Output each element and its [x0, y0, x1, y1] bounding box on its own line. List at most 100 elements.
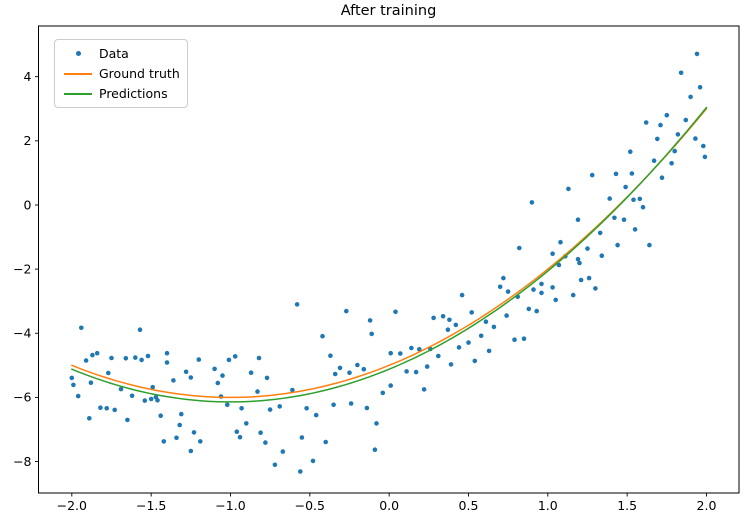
data-point: [145, 353, 151, 359]
marker-dot-icon: [63, 46, 93, 61]
data-point: [372, 447, 378, 453]
data-point: [697, 85, 703, 90]
data-point: [106, 370, 111, 376]
data-point: [87, 416, 92, 421]
data-point: [90, 352, 95, 358]
data-point: [225, 402, 230, 408]
data-point: [118, 386, 124, 392]
data-point: [98, 405, 103, 411]
legend-item-ground-truth: Ground truth: [63, 66, 180, 81]
data-point: [234, 429, 240, 435]
data-point: [158, 413, 163, 419]
data-point: [150, 384, 155, 390]
data-point: [215, 380, 221, 386]
data-point: [255, 389, 260, 394]
legend-item-predictions: Predictions: [63, 86, 179, 101]
data-point: [512, 337, 517, 343]
data-point: [688, 94, 693, 100]
data-point: [348, 401, 354, 406]
data-point: [104, 406, 109, 411]
data-point: [553, 297, 558, 303]
data-point: [575, 256, 581, 262]
data-point: [658, 122, 663, 128]
data-point: [198, 439, 203, 444]
data-point: [248, 370, 254, 376]
data-point: [109, 355, 114, 361]
data-point: [393, 309, 398, 315]
y-tick-label: 4: [24, 69, 32, 84]
x-tick-label: −2.0: [57, 498, 87, 513]
data-point: [578, 277, 584, 283]
data-point: [694, 51, 700, 57]
data-point: [501, 275, 506, 281]
axes-spines: [38, 25, 740, 494]
data-point: [683, 117, 689, 123]
data-point: [534, 308, 539, 314]
data-point: [607, 196, 612, 201]
legend-label-predictions: Predictions: [99, 86, 168, 101]
legend-label-ground-truth: Ground truth: [99, 66, 180, 81]
data-point: [171, 378, 176, 383]
data-point: [220, 373, 225, 378]
data-point: [133, 355, 138, 360]
data-point: [75, 393, 81, 399]
data-point: [161, 439, 167, 444]
data-point: [655, 136, 660, 142]
data-point: [267, 407, 273, 412]
data-point: [328, 353, 333, 359]
data-point: [586, 275, 592, 281]
data-point: [183, 369, 189, 375]
data-point: [320, 333, 325, 339]
x-tick-label: −1.0: [215, 498, 245, 513]
data-point: [466, 340, 471, 345]
data-point: [142, 398, 148, 403]
data-point: [504, 313, 509, 318]
data-point: [164, 360, 170, 365]
data-point: [337, 365, 343, 371]
data-point: [196, 357, 202, 362]
data-point: [664, 112, 670, 118]
y-tick-label: −8: [13, 454, 31, 469]
data-point: [155, 398, 160, 403]
line-icon: [64, 92, 92, 95]
data-point: [491, 324, 497, 330]
data-point: [188, 375, 194, 380]
data-point: [440, 314, 446, 319]
data-point: [256, 355, 262, 361]
data-point: [621, 217, 627, 222]
data-point: [139, 357, 144, 363]
data-point: [613, 171, 619, 177]
data-point: [669, 161, 674, 166]
data-point: [589, 172, 595, 178]
line-icon: [64, 72, 92, 75]
data-point: [424, 364, 430, 369]
data-point: [71, 382, 76, 388]
data-point: [640, 204, 646, 210]
data-point: [651, 158, 657, 163]
data-point: [388, 383, 394, 388]
data-point: [398, 351, 403, 356]
data-point: [445, 327, 451, 333]
data-point: [631, 197, 636, 203]
data-point: [112, 407, 117, 413]
y-tick-label: 2: [24, 133, 32, 148]
data-point: [188, 448, 194, 454]
data-point: [615, 242, 620, 248]
data-point: [129, 393, 135, 399]
data-point: [347, 370, 352, 376]
data-point: [659, 175, 665, 180]
data-point: [597, 230, 603, 236]
data-point: [529, 200, 535, 205]
data-point: [431, 315, 436, 321]
data-point: [623, 184, 628, 190]
data-point: [332, 371, 338, 377]
data-point: [323, 439, 329, 445]
data-point: [191, 430, 197, 435]
data-point: [94, 350, 100, 356]
data-point: [497, 284, 503, 290]
data-point: [701, 143, 706, 149]
data-point: [566, 186, 571, 192]
data-point: [237, 434, 243, 440]
data-point: [374, 421, 379, 426]
data-point: [517, 245, 522, 251]
